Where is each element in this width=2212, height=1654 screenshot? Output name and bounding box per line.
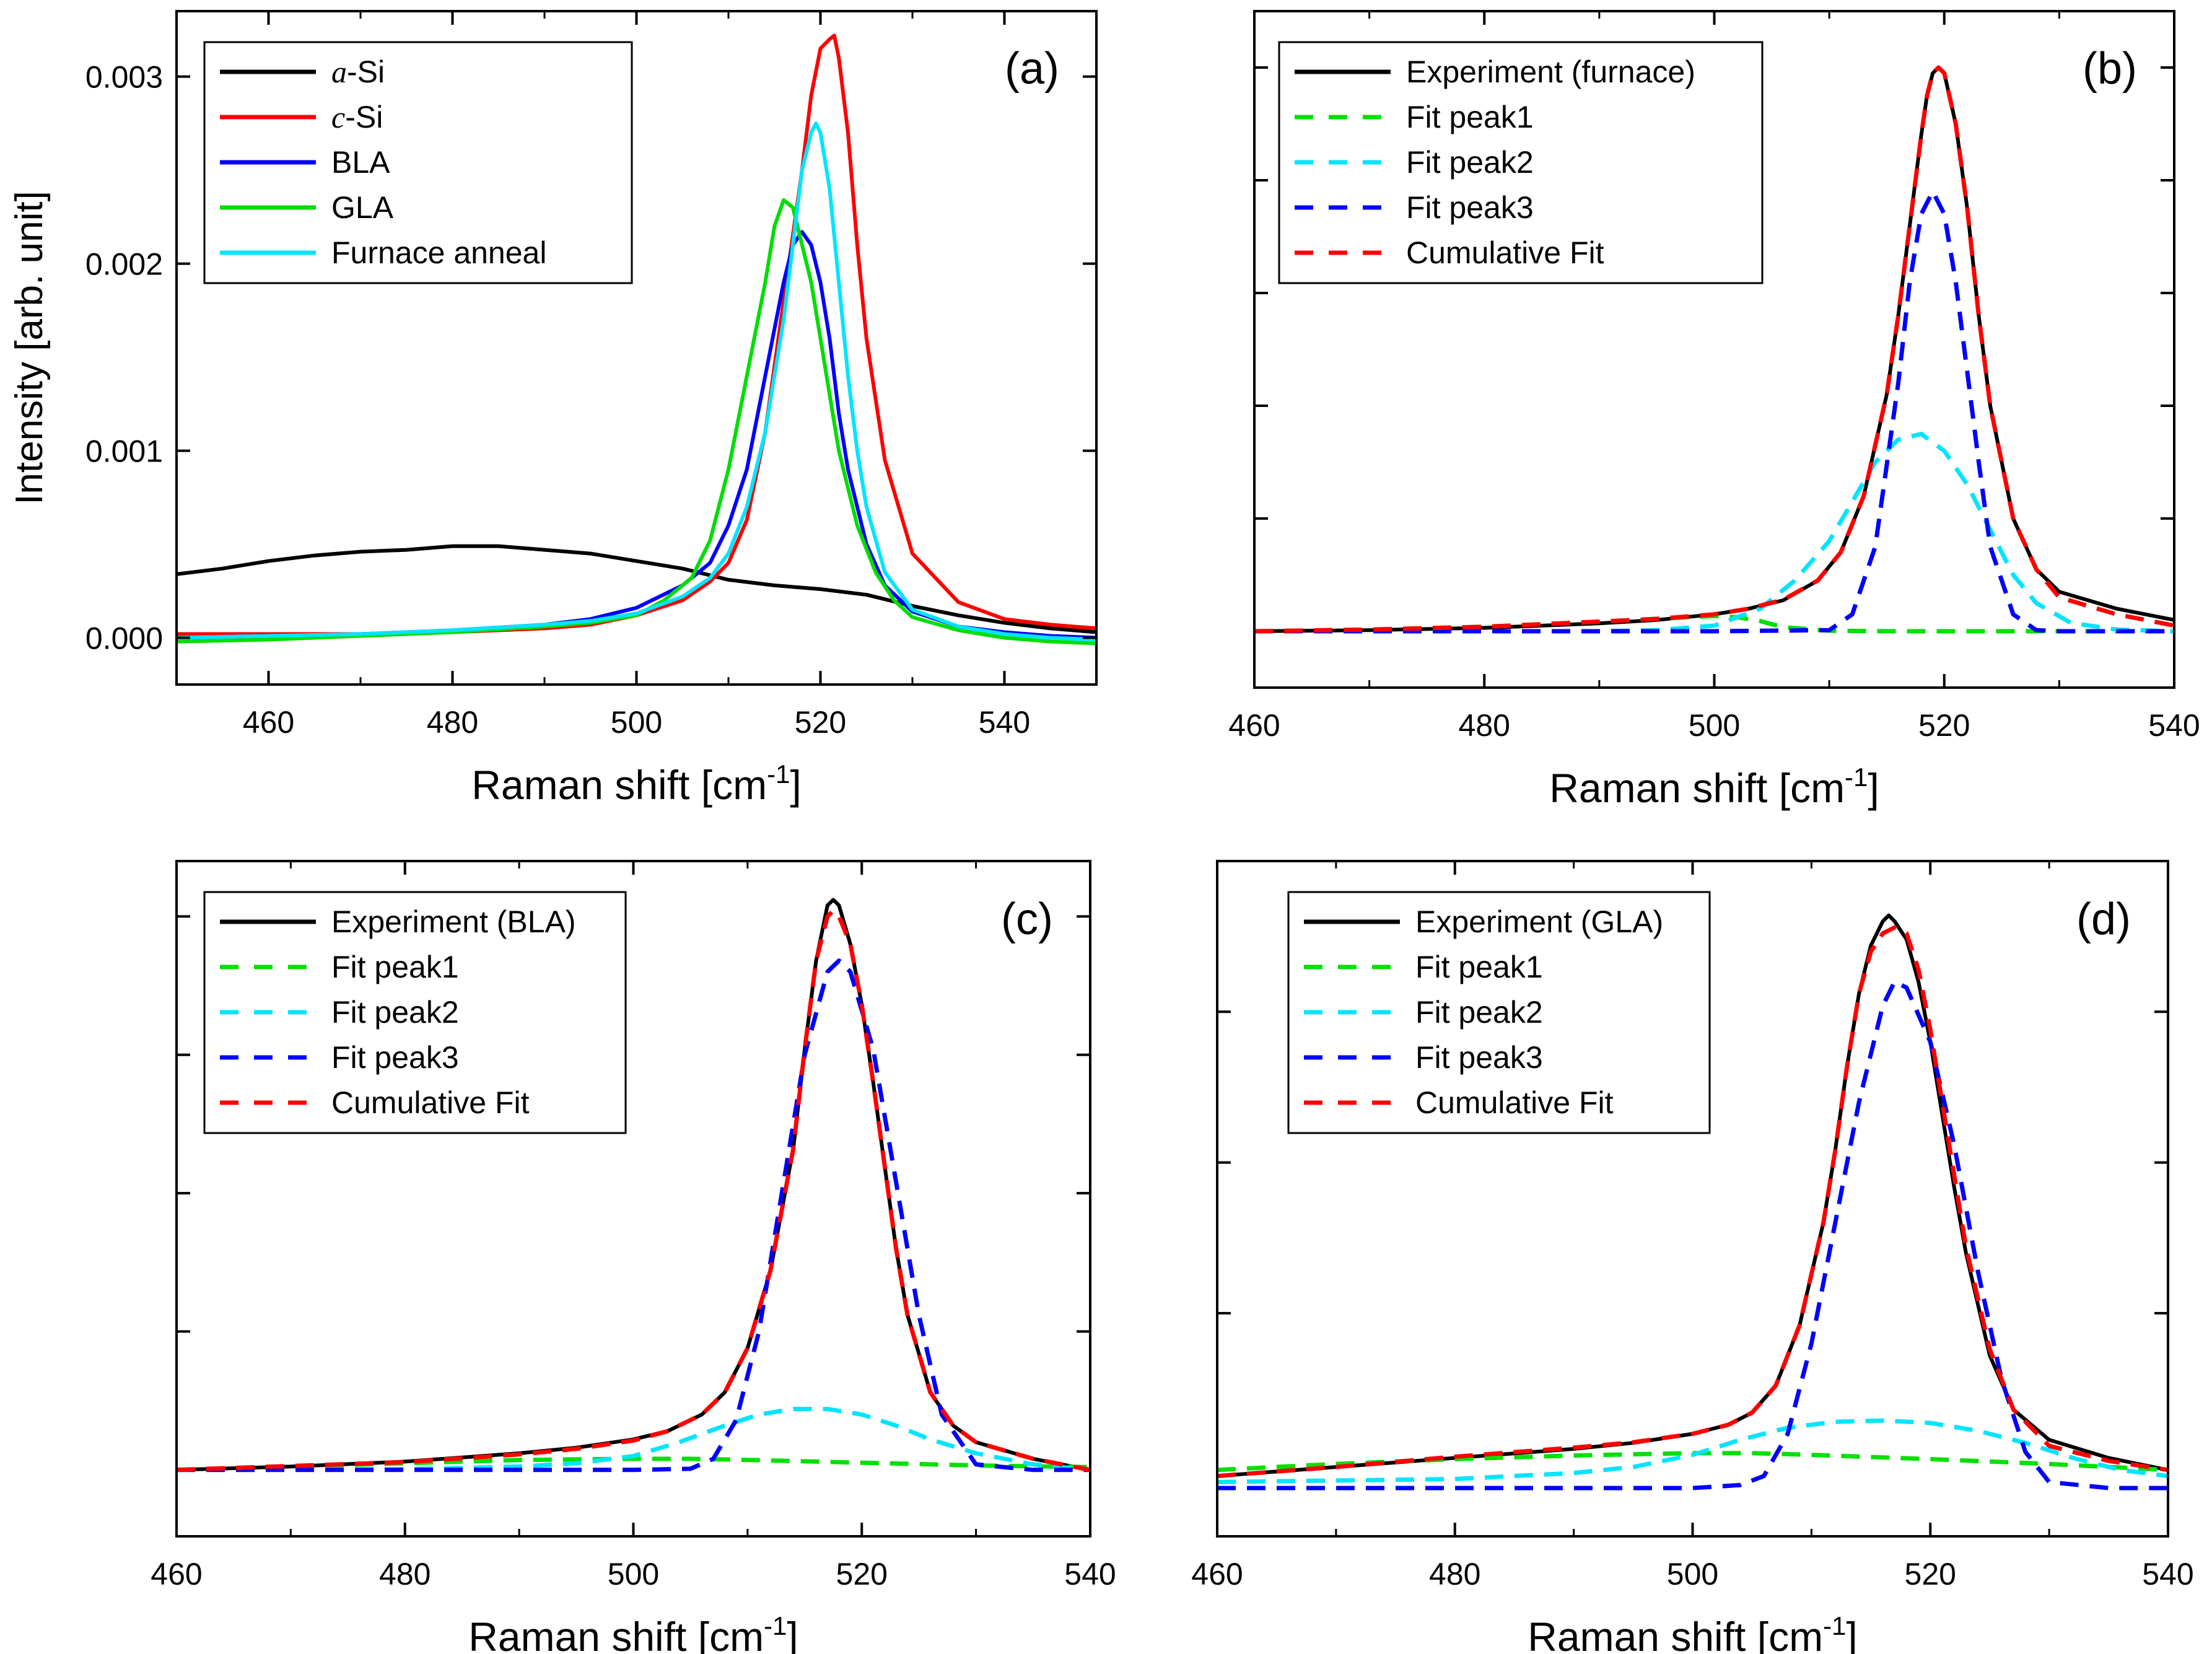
series-line-cumulative-fit xyxy=(177,908,1090,1472)
x-tick-label: 540 xyxy=(1064,1557,1116,1591)
x-tick-label: 480 xyxy=(1429,1557,1480,1591)
legend-entry: Cumulative Fit xyxy=(331,1085,530,1120)
x-tick-label: 540 xyxy=(979,705,1030,740)
series-line-cumulative-fit xyxy=(1254,65,2174,634)
x-tick-label: 520 xyxy=(836,1557,888,1591)
legend-box xyxy=(1287,891,1711,1134)
chart-panel-1: 460 480 500 520 540 0.000 0.001 0.002 0.003 Raman… xyxy=(8,10,1098,808)
series-line-fit-peak2 xyxy=(177,1407,1090,1472)
x-tick-label: 500 xyxy=(611,705,662,740)
x-tick-label: 500 xyxy=(1667,1557,1718,1591)
x-tick-label: 520 xyxy=(1905,1557,1956,1591)
x-tick-label: 480 xyxy=(1459,708,1510,743)
panel-label: (d) xyxy=(2076,895,2131,944)
series-line-bla xyxy=(177,230,1096,640)
legend-entry: Fit peak3 xyxy=(1415,1040,1543,1075)
y-tick-label: 0.000 xyxy=(85,621,163,656)
legend-entry: a-Si xyxy=(331,55,385,89)
legend-entry: GLA xyxy=(331,190,394,225)
panel-label: (a) xyxy=(1005,44,1059,94)
chart-panel-4: 460 480 500 520 540 Raman shift [cm-1] (d) Expe… xyxy=(1191,860,2194,1654)
x-tick-label: 520 xyxy=(795,705,846,740)
x-tick-label: 540 xyxy=(2148,708,2200,743)
legend-entry: Experiment (GLA) xyxy=(1415,904,1663,939)
series-line-a-si xyxy=(177,544,1096,634)
legend-entry: Fit peak2 xyxy=(1415,995,1543,1030)
x-tick-label: 460 xyxy=(1228,708,1280,743)
x-axis-label: Raman shift [cm-1] xyxy=(468,1611,798,1654)
legend-entry: Furnace anneal xyxy=(331,235,546,270)
x-axis-label: Raman shift [cm-1] xyxy=(1528,1611,1858,1654)
legend-entry: BLA xyxy=(331,145,390,180)
series-line-fit-peak2 xyxy=(1254,432,2174,634)
panel-label: (b) xyxy=(2083,44,2137,94)
x-tick-label: 500 xyxy=(608,1557,659,1591)
legend-entry: Fit peak1 xyxy=(331,950,459,984)
x-axis-label: Raman shift [cm-1] xyxy=(471,759,802,808)
y-tick-label: 0.002 xyxy=(85,247,163,282)
chart-panel-2: 460 480 500 520 540 Raman shift [cm-1] (b) Expe… xyxy=(1228,10,2200,811)
legend-entry: Cumulative Fit xyxy=(1406,235,1604,270)
legend-entry: Fit peak1 xyxy=(1415,950,1543,984)
x-tick-label: 480 xyxy=(427,705,478,740)
legend-entry: Fit peak3 xyxy=(331,1040,459,1075)
series-line-fit-peak3 xyxy=(1254,189,2174,634)
series-line-gla xyxy=(177,198,1096,645)
series-line-fit-peak3 xyxy=(177,958,1090,1472)
series-line-fit-peak3 xyxy=(1217,979,2168,1490)
x-tick-label: 460 xyxy=(151,1557,202,1591)
x-tick-label: 540 xyxy=(2142,1557,2193,1591)
legend-entry: Experiment (BLA) xyxy=(331,904,576,939)
x-tick-label: 480 xyxy=(379,1557,431,1591)
x-axis-label: Raman shift [cm-1] xyxy=(1549,763,1879,811)
series-line-fit-peak1 xyxy=(177,1456,1090,1472)
series-line-cumulative-fit xyxy=(1217,925,2168,1479)
series-line-fit-peak2 xyxy=(1217,1418,2168,1484)
x-tick-label: 460 xyxy=(1191,1557,1243,1591)
legend-entry: Fit peak2 xyxy=(1406,145,1534,180)
legend-entry: Fit peak2 xyxy=(331,995,459,1030)
legend-entry: Experiment (furnace) xyxy=(1406,55,1695,89)
series-line-furnace-anneal xyxy=(177,121,1096,642)
chart-panel-3: 460 480 500 520 540 Raman shift [cm-1] (c) Expe… xyxy=(151,860,1116,1654)
legend-entry: Fit peak1 xyxy=(1406,100,1534,134)
y-tick-label: 0.003 xyxy=(85,60,163,95)
panel-label: (c) xyxy=(1001,895,1053,944)
y-tick-label: 0.001 xyxy=(85,434,163,469)
x-tick-label: 500 xyxy=(1689,708,1740,743)
legend-box xyxy=(1278,41,1764,284)
legend-box xyxy=(203,891,627,1134)
legend-entry: Fit peak3 xyxy=(1406,190,1534,225)
y-axis-label: Intensity [arb. unit] xyxy=(8,191,51,505)
x-tick-label: 520 xyxy=(1918,708,1970,743)
legend-entry: Cumulative Fit xyxy=(1415,1085,1614,1120)
x-tick-label: 460 xyxy=(243,705,294,740)
legend-entry: c-Si xyxy=(331,100,383,134)
